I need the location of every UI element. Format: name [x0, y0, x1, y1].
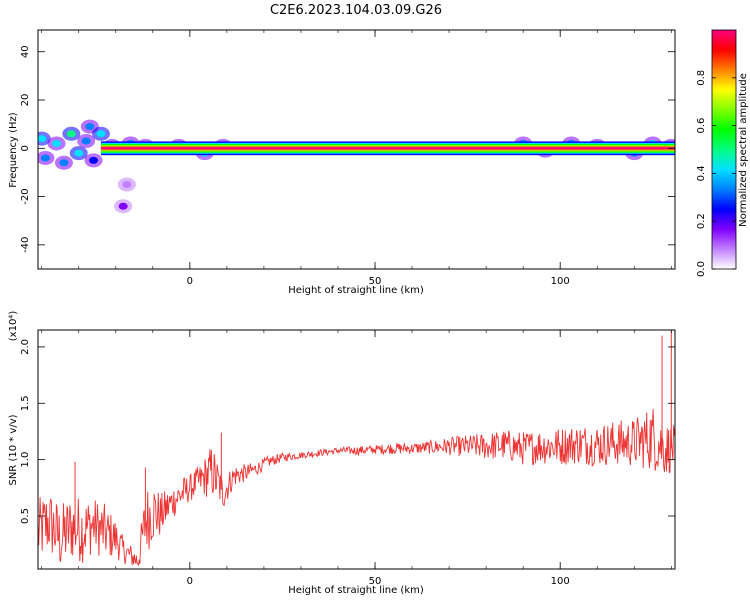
spectrogram-y-axis-label: Frequency (Hz) — [8, 112, 19, 188]
spectrogram-blob — [122, 181, 132, 189]
spectrogram-blob — [40, 154, 50, 162]
colorbar-tick-label: 0.0 — [696, 261, 707, 277]
snr-x-tick-label: 50 — [369, 576, 382, 587]
spectrogram-main-band — [100, 147, 675, 150]
colorbar: 0.0 0.2 0.4 0.6 0.8 Normalized spectral ampl… — [696, 29, 749, 277]
snr-x-axis-label: Height of straight line (km) — [288, 585, 424, 596]
colorbar-tick-label: 0.8 — [696, 70, 707, 86]
spectrogram-x-tick-label: 100 — [551, 276, 570, 287]
spectrogram-blob — [96, 130, 106, 138]
spectrogram-x-tick-label: 50 — [369, 276, 382, 287]
snr-y-tick-label: 2.0 — [20, 339, 31, 355]
spectrogram-blob — [52, 139, 62, 147]
snr-x-tick-label: 100 — [551, 576, 570, 587]
spectrogram-y-tick-label: 20 — [20, 94, 31, 107]
spectrogram-y-tick-label: -20 — [20, 188, 31, 204]
spectrogram-panel: 0 50 100 40 20 0 -20 -40 Height of straight lin… — [8, 29, 676, 296]
spectrogram-blob — [118, 202, 128, 210]
spectrogram-blob — [59, 159, 69, 167]
spectrogram-frame — [37, 29, 676, 270]
snr-y-tick-label: 1.0 — [20, 452, 31, 468]
snr-panel: 0 50 100 2.0 1.5 1.0 0.5 Height of straight li… — [8, 311, 676, 596]
spectrogram-blob — [74, 149, 84, 157]
colorbar-tick-label: 0.6 — [696, 118, 707, 134]
spectrogram-blob — [89, 156, 99, 164]
figure-title: C2E6.2023.104.03.09.G26 — [270, 3, 442, 18]
spectrogram-y-tick-label: 40 — [20, 45, 31, 58]
spectrogram-blob — [85, 123, 95, 131]
colorbar-label: Normalized spectral amplitude — [738, 73, 749, 227]
snr-y-tick-label: 0.5 — [20, 508, 31, 524]
snr-scale-label: (x10⁴) — [8, 311, 19, 342]
snr-series-line — [38, 409, 675, 567]
snr-x-tick-label: 0 — [187, 576, 193, 587]
colorbar-gradient — [711, 29, 737, 270]
spectrogram-y-tick-label: -40 — [20, 237, 31, 253]
colorbar-tick-label: 0.4 — [696, 165, 707, 181]
spectrogram-blob — [81, 137, 91, 145]
spectrogram-y-tick-label: 0 — [20, 145, 31, 151]
colorbar-tick-label: 0.2 — [696, 213, 707, 229]
spectrogram-blob — [38, 135, 47, 143]
spectrogram-blob — [66, 130, 76, 138]
snr-frame — [37, 329, 676, 570]
snr-y-axis-label: SNR (10 * v/v) — [8, 414, 19, 485]
spectrogram-x-tick-label: 0 — [187, 276, 193, 287]
spectrogram-x-axis-label: Height of straight line (km) — [288, 285, 424, 296]
snr-y-tick-label: 1.5 — [20, 395, 31, 411]
